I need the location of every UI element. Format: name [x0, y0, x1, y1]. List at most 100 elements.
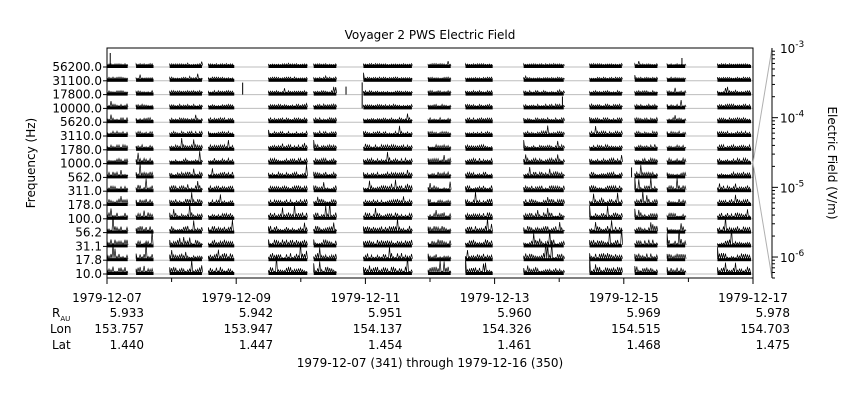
trace-spikes — [666, 99, 687, 108]
ephemeris-r-value: 5.951 — [368, 306, 402, 320]
trace-spikes — [106, 130, 129, 136]
ephemeris-lon-label: Lon — [50, 322, 71, 336]
trace-band — [107, 244, 128, 248]
trace-band — [589, 147, 622, 151]
trace-band — [667, 120, 686, 124]
trace-spikes — [666, 198, 687, 205]
trace-band — [428, 161, 451, 165]
trace-band — [589, 203, 622, 206]
trace-band — [208, 134, 235, 137]
trace-spikes — [427, 209, 452, 219]
trace-band — [169, 189, 202, 193]
trace-spikes — [589, 89, 623, 94]
trace-spikes — [106, 239, 129, 247]
trace-band — [169, 161, 202, 165]
trace-band — [523, 189, 564, 193]
trace-band — [667, 65, 686, 68]
trace-band — [136, 65, 154, 68]
trace-band — [169, 203, 202, 206]
trace-spikes — [523, 154, 566, 164]
ephemeris-r-value: 5.978 — [756, 306, 790, 320]
trace-spikes — [313, 201, 338, 219]
trace-band — [268, 258, 308, 262]
trace-spikes — [135, 62, 154, 67]
trace-band — [717, 106, 752, 110]
trace-spikes — [135, 226, 154, 233]
trace-spikes — [268, 102, 308, 108]
trace-band — [107, 230, 128, 234]
trace-spikes — [666, 87, 687, 94]
trace-spikes — [717, 227, 751, 247]
trace-band — [208, 92, 235, 96]
trace-spikes — [589, 205, 623, 219]
trace-spikes — [208, 219, 234, 233]
ephemeris-lat-value: 1.440 — [110, 338, 144, 352]
trace-spikes — [666, 253, 687, 260]
trace-band — [268, 272, 308, 275]
trace-spikes — [427, 116, 452, 122]
trace-spikes — [465, 89, 493, 94]
trace-spikes — [106, 76, 129, 81]
trace-spikes — [106, 185, 129, 192]
trace-spikes — [135, 231, 154, 247]
trace-band — [136, 92, 154, 96]
trace-band — [465, 120, 493, 124]
trace-band — [313, 65, 337, 68]
trace-band — [208, 216, 235, 220]
trace-spikes — [634, 253, 659, 261]
trace-band — [717, 147, 752, 151]
trace-band — [589, 189, 622, 193]
ephemeris-r-value: 5.942 — [239, 306, 273, 320]
trace-spikes — [634, 156, 659, 164]
trace-band — [268, 134, 308, 137]
x-axis-label: 1979-12-07 (341) through 1979-12-16 (350… — [297, 356, 563, 370]
trace-spikes — [717, 116, 751, 122]
trace-band — [428, 134, 451, 137]
trace-spikes — [634, 239, 659, 246]
ephemeris-r-label: RAU — [52, 306, 70, 323]
trace-spikes — [169, 137, 204, 150]
trace-band — [717, 272, 752, 275]
trace-spikes — [523, 125, 566, 136]
trace-band — [667, 161, 686, 165]
trace-spikes — [208, 89, 234, 95]
trace-band — [208, 120, 235, 124]
trace-spikes — [106, 195, 129, 205]
trace-band — [667, 216, 686, 220]
trace-band — [717, 120, 752, 124]
trace-spikes — [313, 103, 338, 108]
trace-spikes — [666, 76, 687, 80]
trace-band — [465, 216, 493, 220]
trace-spikes — [465, 143, 493, 150]
trace-spikes — [106, 157, 129, 164]
trace-spikes — [363, 246, 413, 260]
trace-band — [523, 147, 564, 151]
trace-band — [465, 244, 493, 248]
trace-band — [313, 92, 337, 96]
trace-band — [136, 106, 154, 110]
trace-spikes — [717, 216, 751, 233]
trace-spikes — [666, 156, 687, 164]
y-tick-label: 56.2 — [75, 226, 102, 240]
trace-spikes — [634, 222, 659, 233]
trace-band — [363, 120, 412, 124]
trace-spikes — [717, 103, 751, 108]
trace-spikes — [717, 194, 751, 205]
trace-band — [313, 134, 337, 137]
y-tick-label: 311.0 — [68, 184, 102, 198]
trace-spikes — [363, 196, 413, 205]
trace-band — [667, 203, 686, 206]
trace-spikes — [465, 62, 493, 67]
trace-band — [428, 147, 451, 151]
trace-band — [523, 78, 564, 82]
trace-band — [428, 120, 451, 124]
trace-spikes — [634, 61, 659, 67]
y-tick-label: 17800.0 — [52, 88, 102, 102]
trace-spikes — [589, 253, 623, 260]
trace-band — [523, 216, 564, 220]
x-tick-label: 1979-12-11 — [331, 291, 401, 305]
trace-spikes — [717, 143, 751, 150]
trace-band — [169, 78, 202, 82]
trace-spikes — [427, 253, 452, 260]
trace-spikes — [666, 267, 687, 274]
